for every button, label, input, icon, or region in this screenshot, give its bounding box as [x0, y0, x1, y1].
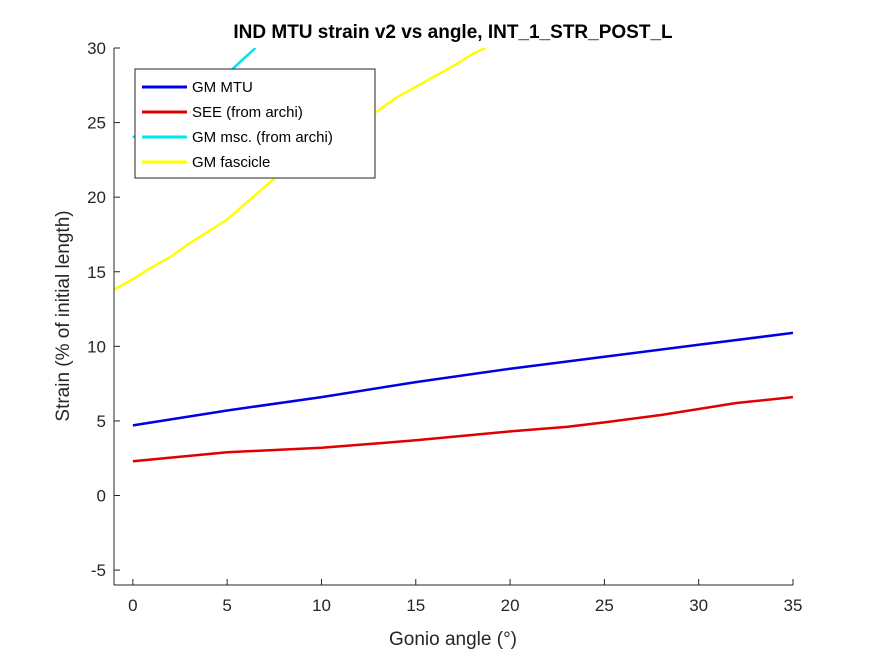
x-tick-label-7: 35: [784, 596, 803, 615]
legend-label-3: GM fascicle: [192, 154, 270, 171]
legend-label-0: GM MTU: [192, 79, 253, 96]
y-tick-label-4: 15: [87, 263, 106, 282]
x-tick-label-2: 10: [312, 596, 331, 615]
y-ticks: -5 0 5 10 15 20 25 30: [87, 39, 120, 580]
y-tick-label-5: 20: [87, 188, 106, 207]
legend-label-2: GM msc. (from archi): [192, 129, 333, 146]
x-axis-label: Gonio angle (°): [389, 629, 517, 650]
x-ticks: 0 5 10 15 20 25 30 35: [128, 579, 802, 615]
y-tick-label-6: 25: [87, 114, 106, 133]
legend: GM MTU SEE (from archi) GM msc. (from arch…: [134, 68, 376, 179]
series-line-1: [132, 395, 793, 463]
x-tick-label-3: 15: [406, 596, 425, 615]
y-tick-label-7: 30: [87, 39, 106, 58]
legend-box: [134, 68, 376, 179]
y-axis-label: Strain (% of initial length): [53, 210, 74, 421]
x-tick-label-4: 20: [501, 596, 520, 615]
x-tick-label-6: 30: [689, 596, 708, 615]
x-tick-label-0: 0: [128, 596, 137, 615]
x-tick-label-5: 25: [595, 596, 614, 615]
series-line-0: [132, 331, 793, 427]
y-tick-label-2: 5: [97, 412, 106, 431]
x-tick-label-1: 5: [222, 596, 231, 615]
y-tick-label-1: 0: [97, 487, 106, 506]
y-tick-label-3: 10: [87, 337, 106, 356]
legend-label-1: SEE (from archi): [192, 104, 303, 121]
y-tick-label-0: -5: [91, 561, 106, 580]
chart-title: IND MTU strain v2 vs angle, INT_1_STR_PO…: [233, 22, 673, 43]
